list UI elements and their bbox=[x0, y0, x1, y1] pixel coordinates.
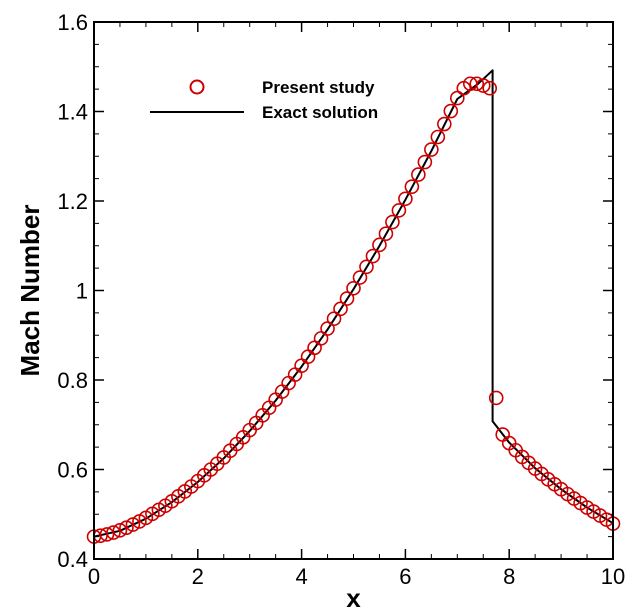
legend: Present study Exact solution bbox=[150, 78, 378, 122]
x-tick-label: 10 bbox=[601, 564, 625, 589]
present-study-point bbox=[125, 517, 141, 532]
present-study-point bbox=[404, 179, 420, 194]
present-study-point bbox=[333, 301, 348, 317]
y-tick-label: 1.4 bbox=[57, 100, 88, 125]
present-study-point bbox=[488, 390, 504, 406]
present-study-point bbox=[437, 116, 452, 132]
present-study-point bbox=[106, 525, 121, 540]
exact-solution-line bbox=[93, 69, 614, 538]
legend-label-present-study: Present study bbox=[262, 78, 375, 97]
present-study-point bbox=[469, 76, 485, 92]
y-tick-label: 0.6 bbox=[57, 458, 88, 483]
present-study-point bbox=[99, 527, 115, 542]
legend-marker-present-study bbox=[189, 79, 205, 95]
present-study-point bbox=[112, 523, 128, 538]
y-tick-label: 1.6 bbox=[57, 10, 88, 35]
present-study-point bbox=[378, 226, 394, 241]
y-axis-title: Mach Number bbox=[15, 205, 45, 377]
plot-frame bbox=[93, 21, 614, 560]
present-study-point bbox=[424, 142, 439, 157]
present-study-point bbox=[391, 203, 407, 218]
y-tick-label: 1.2 bbox=[57, 189, 88, 214]
y-tick-label: 1 bbox=[76, 279, 88, 304]
present-study-point bbox=[482, 80, 498, 96]
present-study-point bbox=[398, 191, 413, 207]
y-tick-label: 0.4 bbox=[57, 547, 88, 572]
present-study-point bbox=[475, 78, 491, 93]
exact-solution-series bbox=[93, 69, 614, 538]
x-tick-label: 6 bbox=[399, 564, 411, 589]
present-study-point bbox=[365, 248, 381, 264]
present-study-point bbox=[430, 129, 446, 145]
legend-label-exact-solution: Exact solution bbox=[262, 103, 378, 122]
present-study-series bbox=[86, 76, 621, 544]
x-tick-label: 2 bbox=[192, 564, 204, 589]
present-study-point bbox=[119, 520, 134, 535]
present-study-point bbox=[443, 103, 459, 119]
x-tick-label: 4 bbox=[295, 564, 307, 589]
x-tick-label: 8 bbox=[503, 564, 515, 589]
y-tick-label: 0.8 bbox=[57, 368, 88, 393]
x-axis-title: x bbox=[346, 583, 361, 613]
present-study-point bbox=[411, 167, 426, 182]
present-study-point bbox=[359, 259, 374, 275]
present-study-point bbox=[352, 270, 368, 285]
tick-labels: 0 2 4 6 8 10 0.4 0.6 0.8 1 1.2 1.4 1.6 bbox=[57, 10, 625, 589]
x-tick-label: 0 bbox=[88, 564, 100, 589]
present-study-point bbox=[339, 291, 355, 306]
present-study-point bbox=[346, 280, 361, 296]
present-study-point bbox=[372, 237, 387, 253]
present-study-point bbox=[417, 154, 433, 170]
present-study-point bbox=[385, 214, 400, 230]
